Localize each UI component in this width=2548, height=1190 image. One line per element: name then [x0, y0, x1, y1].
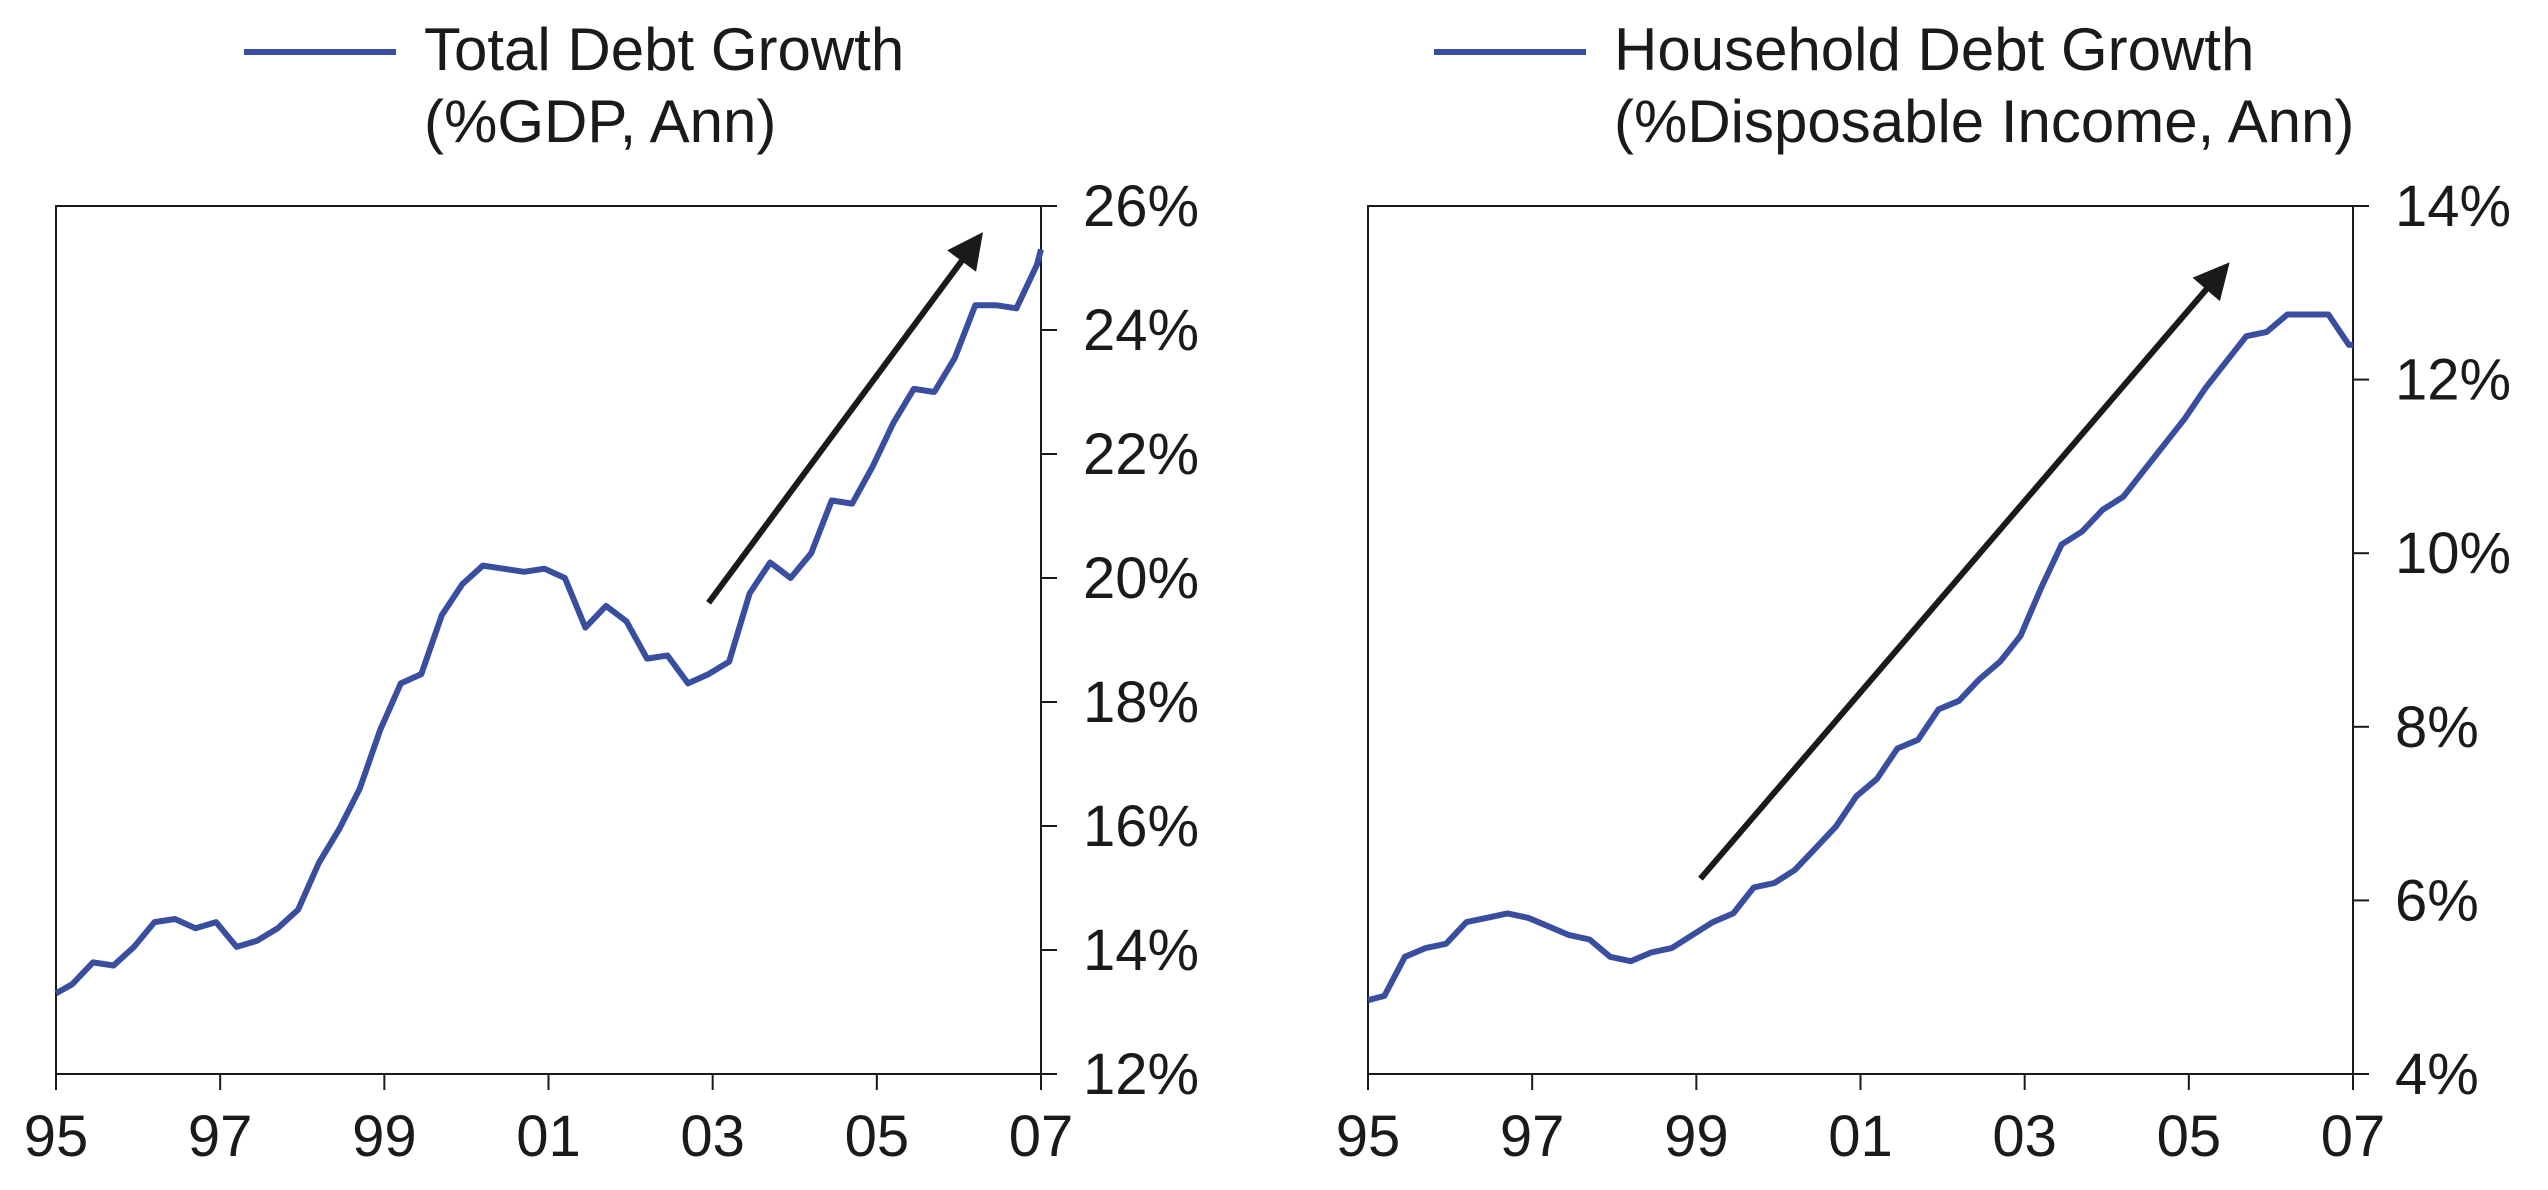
x-tick-label: 95 — [1336, 1104, 1401, 1169]
trend-arrow — [1698, 262, 2230, 881]
series-line — [54, 248, 1044, 997]
legend-label-line2: (%GDP, Ann) — [424, 88, 776, 155]
x-axis: 95 97 99 01 03 05 07 — [24, 1074, 1074, 1169]
y-tick-label: 14% — [2395, 174, 2511, 239]
y-tick-label: 10% — [2395, 521, 2511, 586]
y-tick-label: 8% — [2395, 695, 2479, 760]
total-debt-chart: Total Debt Growth (%GDP, Ann) 95 97 99 01 03… — [24, 16, 1199, 1169]
y-axis: 14% 12% 10% 8% 6% 4% — [2353, 174, 2511, 1107]
x-tick-label: 01 — [1828, 1104, 1893, 1169]
plot-frame — [1367, 205, 2354, 1075]
legend: Household Debt Growth (%Disposable Incom… — [1434, 16, 2354, 155]
x-axis: 95 97 99 01 03 05 07 — [1336, 1074, 2386, 1169]
y-tick-label: 22% — [1083, 422, 1199, 487]
x-tick-label: 05 — [845, 1104, 910, 1169]
y-tick-label: 14% — [1083, 918, 1199, 983]
y-tick-label: 26% — [1083, 174, 1199, 239]
legend-label-line1: Household Debt Growth — [1614, 16, 2254, 83]
x-tick-label: 03 — [1992, 1104, 2057, 1169]
y-tick-label: 4% — [2395, 1042, 2479, 1107]
x-tick-label: 03 — [680, 1104, 745, 1169]
y-axis: 26% 24% 22% 20% 18% 16% 14% 12% — [1041, 174, 1199, 1107]
plot-frame — [55, 205, 1042, 1075]
y-tick-label: 6% — [2395, 868, 2479, 933]
x-tick-label: 99 — [352, 1104, 417, 1169]
y-tick-label: 18% — [1083, 670, 1199, 735]
x-tick-label: 05 — [2157, 1104, 2222, 1169]
y-tick-label: 24% — [1083, 298, 1199, 363]
series-line — [1367, 311, 2353, 1004]
x-tick-label: 97 — [188, 1104, 253, 1169]
y-tick-label: 20% — [1083, 546, 1199, 611]
legend-label-line2: (%Disposable Income, Ann) — [1614, 88, 2354, 155]
legend-label-line1: Total Debt Growth — [424, 16, 904, 83]
x-tick-label: 95 — [24, 1104, 89, 1169]
x-tick-label: 07 — [1009, 1104, 1074, 1169]
x-tick-label: 07 — [2321, 1104, 2386, 1169]
legend: Total Debt Growth (%GDP, Ann) — [244, 16, 904, 155]
x-tick-label: 01 — [516, 1104, 581, 1169]
y-tick-label: 12% — [2395, 348, 2511, 413]
y-tick-label: 12% — [1083, 1042, 1199, 1107]
x-tick-label: 99 — [1664, 1104, 1729, 1169]
x-tick-label: 97 — [1500, 1104, 1565, 1169]
household-debt-chart: Household Debt Growth (%Disposable Incom… — [1336, 16, 2511, 1169]
trend-arrow — [706, 232, 984, 605]
y-tick-label: 16% — [1083, 794, 1199, 859]
